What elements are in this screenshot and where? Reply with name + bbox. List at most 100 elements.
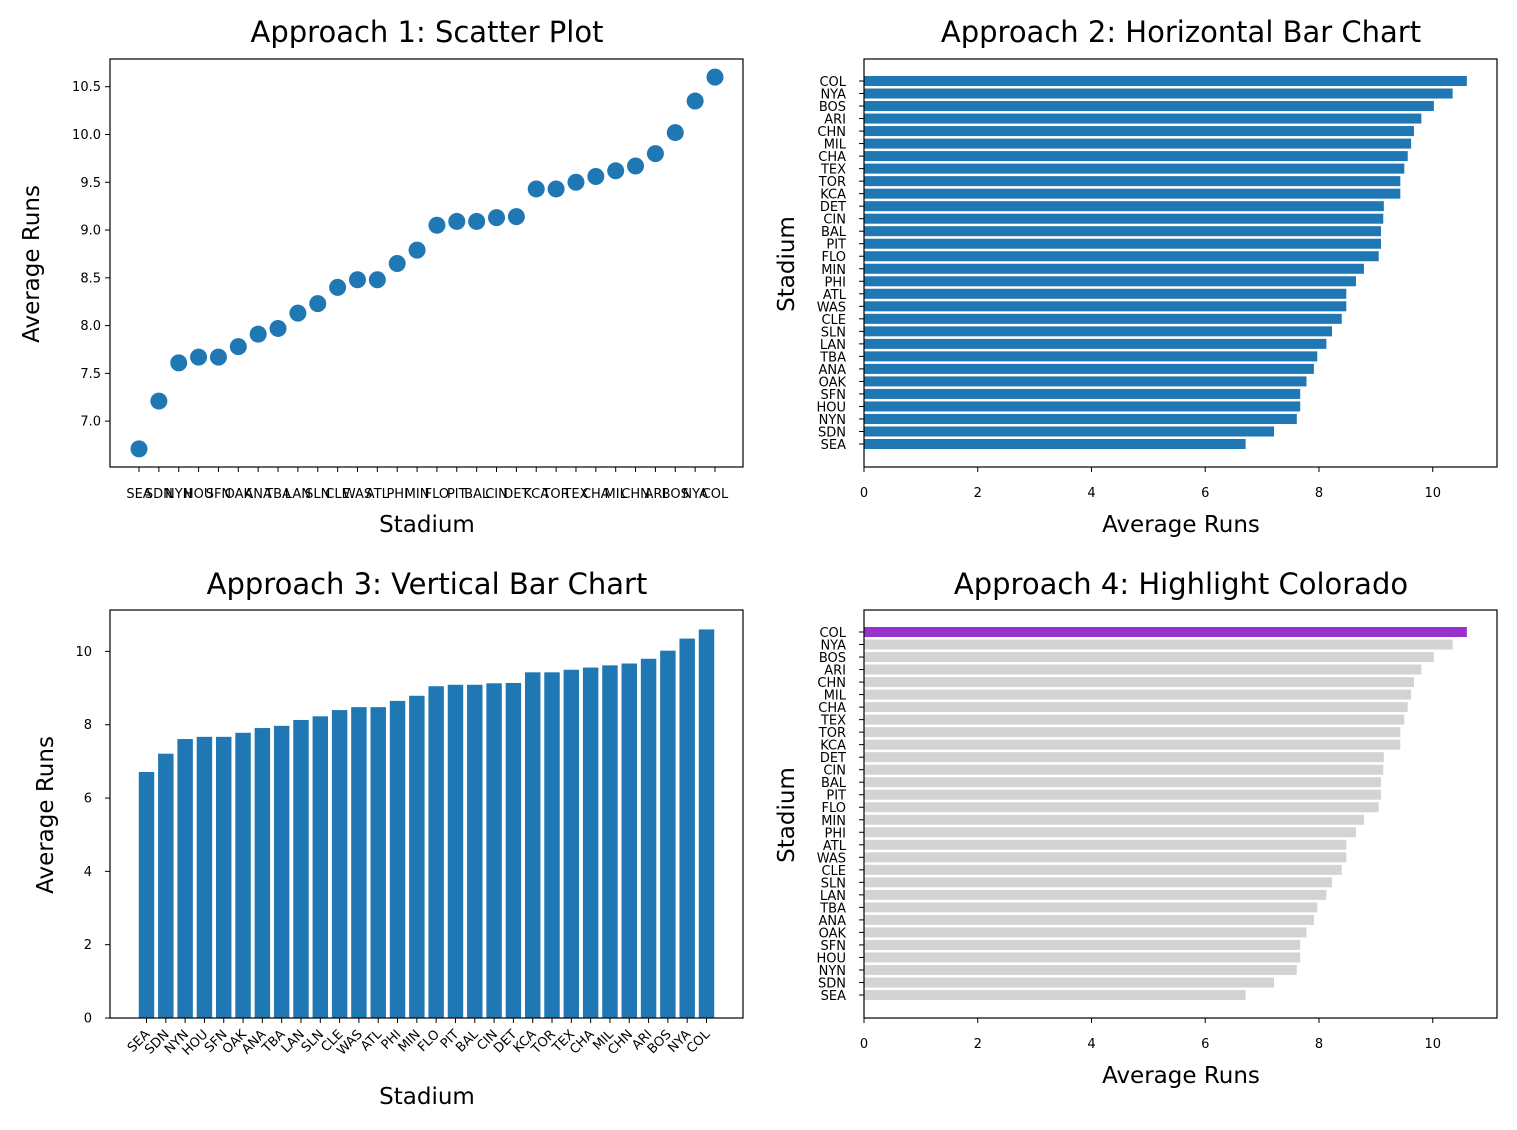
y-tick-label: 8.5 bbox=[80, 271, 101, 286]
data-point bbox=[567, 173, 585, 191]
x-tick-label: TOR bbox=[541, 487, 569, 502]
bar bbox=[864, 664, 1422, 675]
data-point bbox=[507, 208, 525, 226]
x-tick-label: CHN bbox=[621, 487, 650, 502]
x-tick-label: 10 bbox=[1424, 486, 1441, 501]
bar bbox=[864, 401, 1301, 412]
axes-frame bbox=[863, 609, 1498, 1019]
x-tick-label: CIN bbox=[485, 487, 508, 502]
data-point bbox=[269, 319, 287, 337]
x-tick-label: DET bbox=[503, 487, 529, 502]
y-tick-label: MIN bbox=[821, 814, 846, 829]
x-axis-label: Average Runs bbox=[1102, 1063, 1260, 1089]
bar bbox=[312, 716, 329, 1018]
data-point bbox=[289, 304, 307, 322]
y-tick-label: BAL bbox=[821, 225, 847, 240]
x-tick-label: BOS bbox=[662, 487, 689, 502]
plot-area: SEASDNNYNHOUSFNOAKANATBALANSLNCLEWASATLP… bbox=[816, 75, 1467, 501]
bar bbox=[864, 739, 1401, 750]
x-tick-label: 6 bbox=[1201, 486, 1209, 501]
y-tick-label: WAS bbox=[817, 851, 846, 866]
data-point bbox=[190, 348, 208, 366]
y-tick-label: ATL bbox=[823, 288, 847, 303]
y-tick-label: NYN bbox=[819, 413, 846, 428]
y-tick-label: 2 bbox=[84, 938, 92, 953]
horizontal-bar-panel: Approach 2: Horizontal Bar Chart Average… bbox=[774, 15, 1498, 538]
bar bbox=[864, 426, 1275, 437]
plot-area: SEASDNNYNHOUSFNOAKANATBALANSLNCLEWASATLP… bbox=[816, 626, 1467, 1052]
bar bbox=[864, 276, 1356, 287]
bar bbox=[505, 682, 522, 1018]
y-tick-label: 8.0 bbox=[80, 319, 101, 334]
y-tick-label: NYA bbox=[820, 88, 846, 103]
bar bbox=[544, 672, 560, 1018]
bar bbox=[864, 75, 1467, 87]
y-tick-label: TEX bbox=[820, 163, 846, 178]
bar bbox=[158, 753, 174, 1018]
bar bbox=[864, 777, 1381, 788]
bar bbox=[864, 789, 1381, 800]
y-tick-label: CIN bbox=[823, 764, 846, 779]
data-point bbox=[348, 271, 366, 289]
bar bbox=[864, 138, 1412, 149]
y-tick-label: ATL bbox=[823, 839, 847, 854]
data-point bbox=[130, 440, 148, 458]
plot-area: 0246810SEASDNNYNHOUSFNOAKANATBALANSLNCLE… bbox=[75, 629, 715, 1059]
y-tick-label: 9.0 bbox=[80, 224, 101, 239]
bar bbox=[864, 363, 1314, 374]
data-point bbox=[229, 338, 247, 356]
bar bbox=[486, 683, 502, 1018]
y-tick-label: LAN bbox=[820, 889, 846, 904]
data-point bbox=[448, 212, 466, 230]
bar bbox=[864, 388, 1301, 399]
x-tick-label: FLO bbox=[425, 487, 450, 502]
y-tick-label: TEX bbox=[820, 714, 846, 729]
bar bbox=[293, 719, 309, 1018]
data-point bbox=[329, 278, 347, 296]
y-tick-label: COL bbox=[819, 626, 846, 641]
y-tick-label: KCA bbox=[820, 739, 846, 754]
chart-title: Approach 2: Horizontal Bar Chart bbox=[941, 15, 1421, 49]
x-tick-label: 2 bbox=[974, 486, 982, 501]
y-tick-label: 10 bbox=[75, 645, 92, 660]
bar bbox=[864, 714, 1405, 725]
data-point bbox=[547, 180, 565, 198]
bar bbox=[864, 226, 1381, 237]
data-point bbox=[309, 295, 327, 313]
y-tick-label: ARI bbox=[824, 113, 846, 128]
y-tick-label: MIL bbox=[824, 689, 847, 704]
bar bbox=[864, 113, 1422, 124]
bar bbox=[864, 764, 1384, 775]
bar bbox=[524, 672, 541, 1018]
bar bbox=[864, 652, 1434, 663]
vertical-bar-panel: Approach 3: Vertical Bar Chart Stadium A… bbox=[33, 567, 744, 1110]
y-tick-label: BOS bbox=[819, 100, 846, 115]
y-tick-label: PHI bbox=[825, 826, 846, 841]
data-point bbox=[150, 392, 168, 410]
bar bbox=[864, 251, 1379, 262]
y-tick-label: KCA bbox=[820, 188, 846, 203]
y-tick-label: MIN bbox=[821, 263, 846, 278]
y-tick-label: CHA bbox=[818, 701, 846, 716]
bar bbox=[351, 707, 367, 1018]
y-tick-label: MIL bbox=[824, 138, 847, 153]
y-tick-label: 6 bbox=[84, 792, 92, 807]
x-tick-label: COL bbox=[684, 1027, 714, 1057]
x-tick-label: MIL bbox=[605, 487, 628, 502]
bar bbox=[409, 695, 425, 1018]
bar bbox=[864, 839, 1347, 850]
bar bbox=[864, 889, 1327, 900]
bar bbox=[864, 902, 1318, 913]
y-tick-label: TBA bbox=[819, 350, 846, 365]
x-axis-label: Average Runs bbox=[1102, 512, 1260, 538]
bar bbox=[864, 964, 1297, 975]
y-axis-label: Stadium bbox=[774, 767, 800, 863]
bar bbox=[864, 163, 1405, 174]
bar bbox=[864, 827, 1356, 838]
y-tick-label: CHA bbox=[818, 150, 846, 165]
x-tick-label: KCA bbox=[523, 487, 549, 502]
y-tick-label: FLO bbox=[822, 801, 847, 816]
bar bbox=[864, 727, 1401, 738]
plot-area: 7.0 7.5 8.0 8.5 9.0 9.5 10.0 10.5 SEASDNNYNHOUSF… bbox=[72, 68, 729, 502]
bar bbox=[864, 263, 1364, 274]
